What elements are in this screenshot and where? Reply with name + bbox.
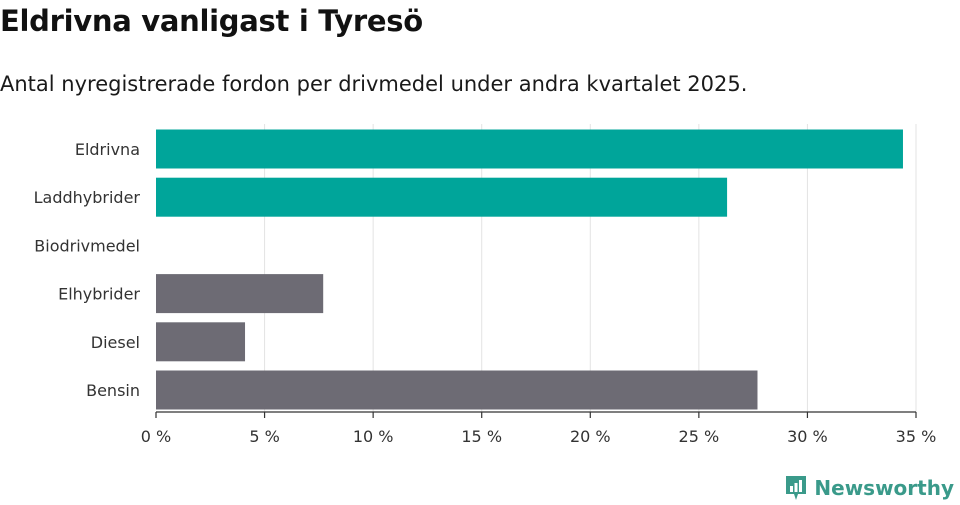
chart-title: Eldrivna vanligast i Tyresö bbox=[0, 4, 423, 38]
chart-subtitle: Antal nyregistrerade fordon per drivmede… bbox=[0, 72, 748, 96]
x-tick-label: 35 % bbox=[896, 427, 937, 446]
bars bbox=[156, 129, 903, 410]
x-tick-label: 10 % bbox=[353, 427, 394, 446]
x-tick-label: 0 % bbox=[141, 427, 171, 446]
category-label: Eldrivna bbox=[75, 140, 140, 159]
category-label: Laddhybrider bbox=[34, 188, 141, 207]
bar-bensin[interactable] bbox=[156, 370, 758, 410]
bar-elhybrider[interactable] bbox=[156, 274, 324, 314]
category-label: Elhybrider bbox=[58, 285, 140, 304]
category-label: Diesel bbox=[91, 333, 140, 352]
bar-diesel[interactable] bbox=[156, 322, 246, 362]
x-tick-label: 5 % bbox=[249, 427, 279, 446]
gridlines bbox=[264, 124, 917, 412]
newsworthy-logo-icon bbox=[786, 476, 807, 500]
category-label: Biodrivmedel bbox=[34, 236, 140, 255]
newsworthy-logo[interactable]: Newsworthy bbox=[784, 474, 954, 502]
x-tick-label: 30 % bbox=[787, 427, 828, 446]
category-labels: Eldrivna Laddhybrider Biodrivmedel Elhybrid… bbox=[34, 140, 141, 400]
bar-laddhybrider[interactable] bbox=[156, 177, 728, 217]
x-axis: 0 % 5 % 10 % 15 % 20 % 25 % 30 % 35 % bbox=[141, 411, 937, 446]
bar-eldrivna[interactable] bbox=[156, 129, 903, 169]
x-tick-label: 25 % bbox=[679, 427, 720, 446]
x-tick-label: 20 % bbox=[570, 427, 611, 446]
x-tick-label: 15 % bbox=[461, 427, 502, 446]
category-label: Bensin bbox=[86, 381, 140, 400]
newsworthy-logo-text: Newsworthy bbox=[814, 476, 954, 500]
bar-chart: Eldrivna Laddhybrider Biodrivmedel Elhybrid… bbox=[34, 124, 937, 446]
